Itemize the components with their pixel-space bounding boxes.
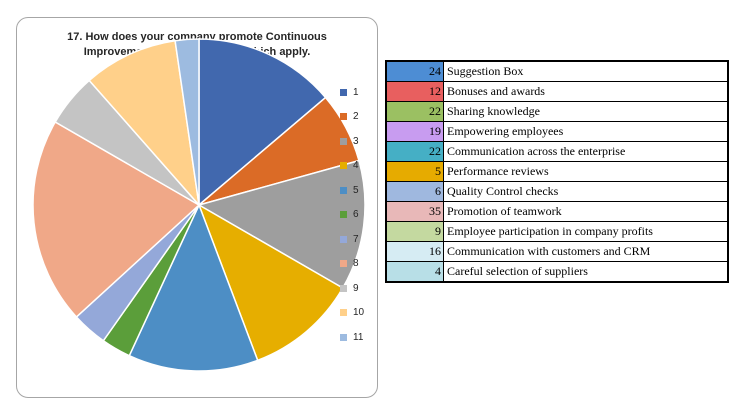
legend-label: 3	[353, 135, 359, 147]
legend-swatch	[340, 260, 347, 268]
table-row: 35 Promotion of teamwork	[385, 201, 729, 222]
legend-swatch	[340, 333, 347, 341]
row-value: 22	[385, 141, 444, 162]
table-row: 22 Communication across the enterprise	[385, 141, 729, 162]
legend-swatch	[340, 113, 347, 121]
table-row: 6 Quality Control checks	[385, 181, 729, 202]
table-row: 12 Bonuses and awards	[385, 81, 729, 102]
legend-label: 4	[353, 160, 359, 172]
row-label: Sharing knowledge	[443, 101, 729, 122]
legend-label: 5	[353, 184, 359, 196]
legend-item-3: 3	[340, 129, 364, 154]
legend-label: 11	[353, 331, 364, 343]
table-row: 5 Performance reviews	[385, 161, 729, 182]
legend-label: 6	[353, 209, 359, 221]
row-value: 5	[385, 161, 444, 182]
legend-item-11: 11	[340, 325, 364, 350]
legend-item-8: 8	[340, 252, 364, 277]
legend-item-5: 5	[340, 178, 364, 203]
legend-label: 7	[353, 233, 359, 245]
chart-panel: 17. How does your company promote Contin…	[16, 17, 378, 398]
row-value: 9	[385, 221, 444, 242]
legend-label: 9	[353, 282, 359, 294]
pie-slice-8	[32, 120, 201, 319]
row-value: 22	[385, 101, 444, 122]
legend-item-2: 2	[340, 105, 364, 130]
row-label: Suggestion Box	[443, 60, 729, 82]
row-label: Employee participation in company profit…	[443, 221, 729, 242]
row-value: 19	[385, 121, 444, 142]
row-label: Performance reviews	[443, 161, 729, 182]
legend-swatch	[340, 162, 347, 170]
data-table: 24 Suggestion Box 12 Bonuses and awards 22 Sh…	[385, 60, 729, 283]
legend-swatch	[340, 186, 347, 194]
legend-label: 10	[353, 307, 365, 319]
pie-slice-4	[197, 203, 344, 362]
row-value: 16	[385, 241, 444, 262]
legend-item-10: 10	[340, 301, 364, 326]
chart-legend: 1 2 3 4 5 6 7 8 9 10 11	[340, 80, 364, 350]
pie-slice-10	[88, 39, 201, 208]
table-row: 24 Suggestion Box	[385, 60, 729, 82]
row-value: 24	[385, 60, 444, 82]
table-row: 16 Communication with customers and CRM	[385, 241, 729, 262]
row-label: Promotion of teamwork	[443, 201, 729, 222]
table-row: 4 Careful selection of suppliers	[385, 261, 729, 283]
legend-item-1: 1	[340, 80, 364, 105]
row-value: 6	[385, 181, 444, 202]
legend-swatch	[340, 211, 347, 219]
legend-label: 8	[353, 258, 359, 270]
legend-swatch	[340, 88, 347, 96]
pie-slice-5	[128, 203, 259, 372]
legend-item-4: 4	[340, 154, 364, 179]
row-label: Communication across the enterprise	[443, 141, 729, 162]
row-value: 4	[385, 261, 444, 283]
pie-slice-3	[197, 159, 366, 290]
legend-item-9: 9	[340, 276, 364, 301]
table-row: 22 Sharing knowledge	[385, 101, 729, 122]
legend-swatch	[340, 235, 347, 243]
row-label: Careful selection of suppliers	[443, 261, 729, 283]
pie-slice-11	[174, 38, 200, 206]
legend-label: 1	[353, 86, 359, 98]
row-value: 35	[385, 201, 444, 222]
table-row: 9 Employee participation in company profi…	[385, 221, 729, 242]
legend-swatch	[340, 137, 347, 145]
legend-swatch	[340, 309, 347, 317]
legend-swatch	[340, 284, 347, 292]
legend-item-6: 6	[340, 203, 364, 228]
row-label: Quality Control checks	[443, 181, 729, 202]
table-row: 19 Empowering employees	[385, 121, 729, 142]
row-label: Communication with customers and CRM	[443, 241, 729, 262]
row-label: Bonuses and awards	[443, 81, 729, 102]
pie-slice-1	[198, 38, 327, 207]
row-label: Empowering employees	[443, 121, 729, 142]
pie-chart	[32, 38, 366, 372]
legend-item-7: 7	[340, 227, 364, 252]
row-value: 12	[385, 81, 444, 102]
legend-label: 2	[353, 111, 359, 123]
